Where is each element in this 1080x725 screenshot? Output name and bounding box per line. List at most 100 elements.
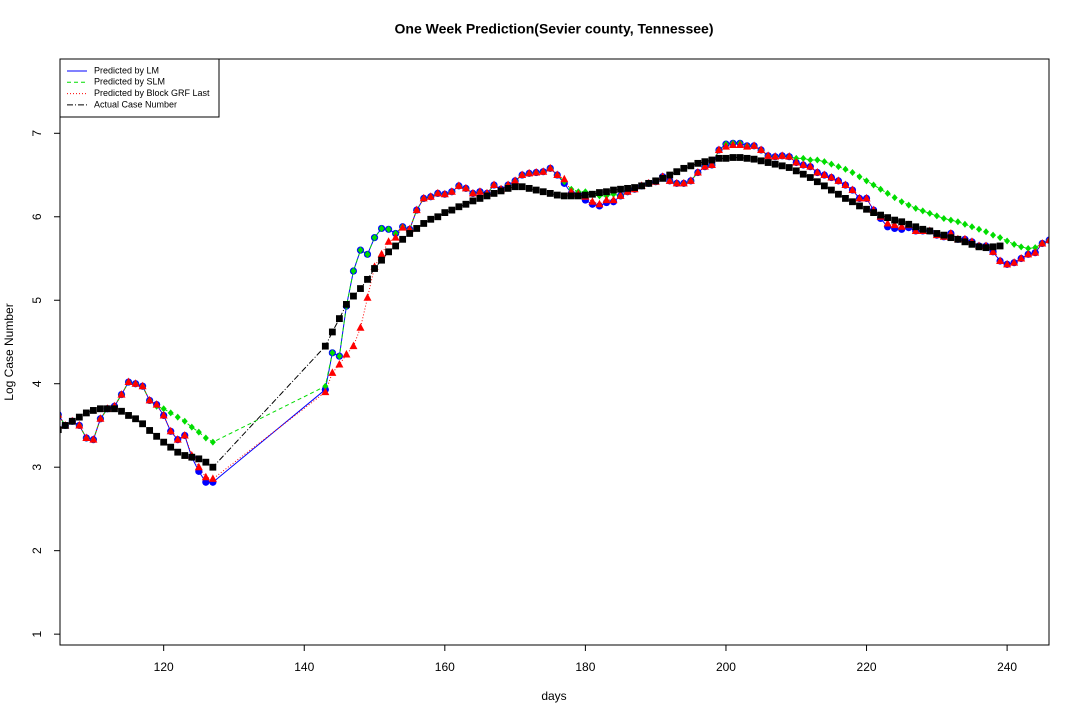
point — [870, 209, 877, 216]
point — [371, 234, 378, 242]
point — [714, 145, 723, 153]
point — [968, 240, 976, 248]
point — [343, 301, 350, 308]
point — [329, 349, 336, 357]
point — [138, 381, 147, 390]
point — [357, 285, 364, 292]
point — [202, 434, 209, 442]
point — [525, 168, 534, 177]
x-tick-label: 180 — [575, 660, 595, 674]
plot-frame — [59, 58, 1050, 646]
point — [856, 173, 863, 181]
point — [989, 247, 998, 255]
legend-label: Actual Case Number — [94, 99, 177, 109]
point — [856, 202, 863, 210]
point — [933, 230, 941, 237]
point — [1004, 237, 1011, 245]
point — [195, 428, 202, 436]
point — [975, 243, 983, 251]
point — [645, 179, 653, 187]
legend-label: Predicted by Block GRF Last — [94, 88, 210, 98]
x-tick-label: 160 — [435, 660, 455, 674]
point — [947, 216, 954, 224]
point — [603, 188, 610, 196]
point — [785, 164, 793, 171]
point — [828, 160, 835, 168]
point — [771, 160, 779, 168]
x-tick-label: 240 — [997, 660, 1017, 674]
point — [814, 156, 821, 164]
point — [842, 195, 849, 202]
y-tick-label: 7 — [30, 130, 44, 137]
point — [476, 195, 484, 202]
point — [827, 173, 836, 181]
point — [595, 199, 604, 208]
point — [166, 426, 175, 435]
point — [736, 154, 744, 161]
point — [750, 141, 759, 149]
point — [835, 163, 842, 171]
point — [434, 213, 442, 221]
point — [174, 448, 182, 456]
point — [350, 267, 357, 275]
point — [1011, 240, 1018, 248]
point — [750, 155, 758, 163]
point — [483, 192, 491, 200]
point — [202, 458, 210, 466]
point — [160, 405, 167, 413]
point — [996, 242, 1004, 250]
point — [891, 216, 899, 224]
point — [1018, 243, 1025, 251]
point — [462, 200, 470, 208]
point — [666, 171, 674, 179]
point — [454, 181, 463, 189]
point — [209, 438, 216, 446]
point — [75, 420, 84, 429]
point — [180, 430, 189, 439]
point — [911, 226, 920, 234]
point — [357, 246, 364, 254]
point — [201, 472, 210, 481]
x-tick-label: 200 — [716, 660, 736, 674]
point — [68, 417, 76, 425]
point — [863, 205, 870, 213]
point — [631, 184, 638, 191]
point — [813, 168, 822, 176]
point — [919, 225, 927, 233]
x-tick-label: 140 — [294, 660, 314, 674]
point — [60, 413, 63, 418]
point — [89, 407, 97, 414]
point — [954, 218, 961, 226]
point — [174, 413, 181, 421]
point — [167, 409, 174, 417]
point — [821, 158, 828, 166]
point — [813, 178, 821, 186]
point — [490, 189, 498, 197]
point — [546, 189, 554, 197]
point — [145, 395, 154, 404]
point — [849, 198, 856, 206]
point — [335, 360, 344, 368]
point — [328, 368, 337, 376]
point — [364, 250, 371, 258]
point — [1031, 248, 1040, 256]
point — [391, 233, 400, 241]
point — [131, 379, 140, 387]
point — [173, 435, 182, 443]
point — [546, 163, 555, 172]
point — [827, 186, 835, 194]
point — [806, 162, 815, 170]
point — [1003, 259, 1012, 268]
legend-box — [59, 58, 220, 118]
y-tick-label: 1 — [30, 630, 44, 637]
point — [399, 235, 407, 243]
point — [132, 415, 139, 423]
point — [61, 422, 69, 429]
point — [384, 237, 393, 245]
point — [124, 377, 133, 386]
point — [448, 206, 456, 214]
point — [665, 176, 674, 184]
point — [947, 234, 955, 242]
